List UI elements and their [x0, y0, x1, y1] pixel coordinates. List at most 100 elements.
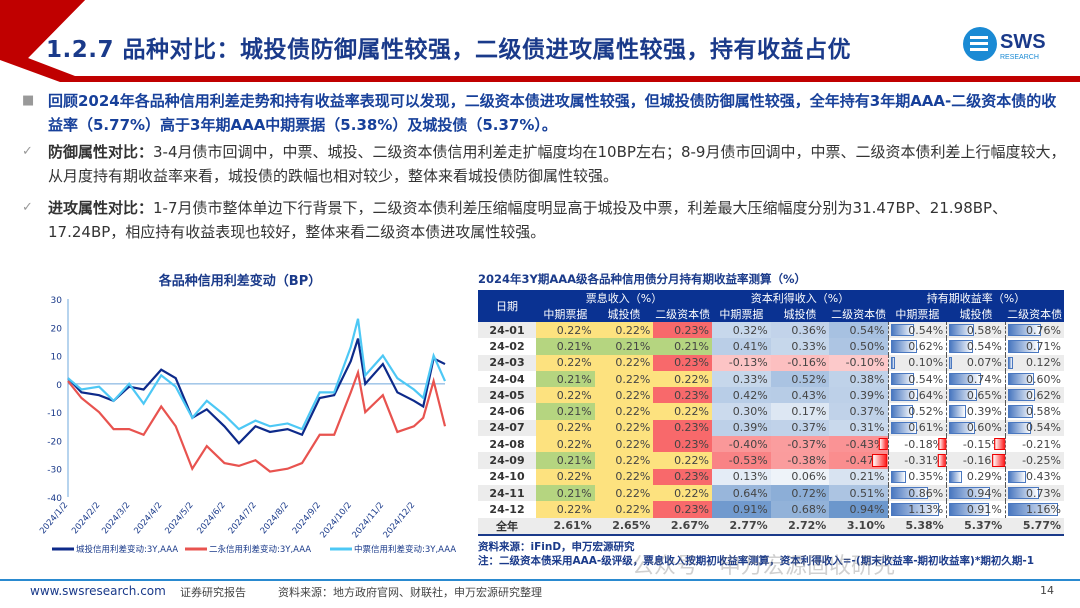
- y-tick-label: 30: [51, 296, 63, 306]
- defense-bullet: ✓ 防御属性对比：3-4月债市回调中，中票、城投、二级资本债信用利差走扩幅度均在1…: [22, 140, 1067, 188]
- date-cell: 24-03: [478, 354, 537, 371]
- cell-value: 0.22%: [556, 421, 592, 435]
- cell-value: 0.71%: [1026, 339, 1061, 353]
- date-cell: 24-12: [489, 502, 525, 516]
- sub-header: 二级资本债: [829, 306, 888, 322]
- cell-value: 0.54%: [849, 323, 885, 337]
- value-cell: 0.21%: [536, 484, 595, 502]
- cell-value: 5.37%: [964, 519, 1003, 533]
- sub-header: 中期票据: [536, 306, 595, 322]
- chart-title: 各品种信用利差变动（BP）: [158, 273, 321, 289]
- table-row: 24-09 0.21% 0.22% 0.22% -0.53% -0.38% -0.47% -0…: [478, 452, 1064, 469]
- cell-value: 0.58%: [966, 323, 1002, 337]
- value-cell: 2.61%: [536, 517, 595, 536]
- cell-value: 2.65%: [612, 519, 651, 533]
- data-bar: [1007, 405, 1033, 418]
- legend-label: 城投信用利差变动:3Y,AAA: [76, 544, 178, 555]
- data-bar: [949, 405, 967, 418]
- cell-value: 0.22%: [556, 388, 592, 402]
- value-cell: -0.18%: [878, 436, 947, 453]
- value-cell: 0.60%: [1004, 370, 1064, 388]
- cell-value: 0.22%: [674, 405, 710, 419]
- cell-value: 0.61%: [908, 421, 944, 435]
- cell-value: 0.52%: [908, 405, 944, 419]
- value-cell: 0.22%: [536, 468, 595, 485]
- x-tick-label: 2024/4/2: [132, 501, 164, 537]
- cell-value: 0.12%: [1026, 356, 1061, 370]
- table-row: 24-05 0.22% 0.22% 0.23% 0.42% 0.43% 0.39% 0.64%…: [478, 387, 1064, 404]
- value-cell: 0.22%: [536, 436, 595, 453]
- value-cell: 0.86%: [887, 484, 947, 502]
- value-cell: -0.37%: [770, 436, 830, 453]
- value-cell: 0.23%: [653, 419, 713, 437]
- data-bar: [890, 421, 917, 435]
- cell-value: 0.54%: [908, 323, 944, 337]
- date-header: 日期: [478, 290, 537, 322]
- cell-value: 0.21%: [556, 405, 592, 419]
- value-cell: 0.23%: [653, 436, 713, 453]
- cell-value: -0.40%: [728, 437, 768, 451]
- data-bar: [890, 470, 906, 483]
- value-cell: 0.43%: [770, 387, 830, 404]
- value-cell: 0.54%: [887, 322, 947, 339]
- value-cell: 0.39%: [712, 419, 771, 437]
- value-cell: 0.22%: [594, 387, 654, 404]
- data-bar: [949, 470, 962, 483]
- cell-value: 0.22%: [615, 437, 651, 451]
- cell-value: -0.38%: [787, 454, 827, 468]
- cell-value: 0.22%: [556, 323, 592, 337]
- y-tick-label: -30: [47, 466, 62, 476]
- cell-value: 1.13%: [908, 502, 944, 516]
- cell-value: 0.21%: [556, 454, 592, 468]
- value-cell: 0.54%: [887, 370, 947, 388]
- value-cell: -0.15%: [938, 436, 1006, 453]
- date-cell: 24-08: [489, 437, 525, 451]
- value-cell: 0.17%: [770, 403, 830, 420]
- x-tick-label: 2024/3/2: [100, 501, 132, 537]
- y-tick-label: 20: [51, 324, 63, 334]
- legend-label: 二永信用利差变动:3Y,AAA: [209, 544, 311, 555]
- value-cell: 0.68%: [770, 501, 830, 518]
- date-cell: 24-06: [489, 405, 525, 419]
- value-cell: 0.22%: [594, 403, 654, 420]
- sub-header: 城投债: [594, 306, 654, 322]
- footer-type: 证券研究报告: [180, 586, 246, 599]
- value-cell: 0.72%: [770, 484, 830, 502]
- value-cell: -0.40%: [712, 436, 771, 453]
- table-row: 24-04 0.21% 0.22% 0.22% 0.33% 0.52% 0.38% 0.54%…: [478, 370, 1064, 388]
- footer-url[interactable]: www.swsresearch.com: [30, 584, 166, 598]
- data-bar: [949, 486, 990, 500]
- cell-value: 0.23%: [674, 470, 710, 484]
- y-tick-label: 0: [56, 381, 62, 391]
- cell-value: 0.30%: [732, 405, 768, 419]
- value-cell: 0.22%: [536, 419, 595, 437]
- cell-value: 0.23%: [674, 388, 710, 402]
- data-bar: [994, 438, 1005, 451]
- value-cell: 0.54%: [829, 322, 888, 339]
- cell-value: 0.54%: [908, 372, 944, 386]
- data-bar: [890, 356, 895, 369]
- cell-value: 0.72%: [791, 486, 827, 500]
- value-cell: 0.22%: [594, 419, 654, 437]
- cell-value: 0.22%: [615, 405, 651, 419]
- data-bar: [1007, 503, 1059, 516]
- data-bar: [1007, 340, 1039, 353]
- check-icon: ✓: [22, 144, 33, 159]
- cell-value: 0.06%: [791, 470, 827, 484]
- cell-value: 2.72%: [788, 519, 827, 533]
- value-cell: 0.33%: [770, 338, 830, 355]
- square-bullet-icon: ■: [22, 93, 35, 108]
- value-cell: 2.65%: [594, 517, 654, 536]
- data-bar: [890, 503, 940, 516]
- sub-header: 城投债: [770, 306, 830, 322]
- value-cell: 2.77%: [712, 517, 771, 536]
- data-bar: [890, 324, 914, 337]
- series-line-0: [67, 338, 446, 445]
- cell-value: 0.94%: [966, 486, 1002, 500]
- series-line-2: [67, 318, 447, 431]
- sws-logo: SWS RESEARCH: [963, 27, 1046, 61]
- value-cell: -0.13%: [712, 354, 771, 371]
- cell-value: 0.54%: [1026, 421, 1061, 435]
- value-cell: 0.52%: [770, 370, 830, 388]
- cell-value: 0.21%: [556, 486, 592, 500]
